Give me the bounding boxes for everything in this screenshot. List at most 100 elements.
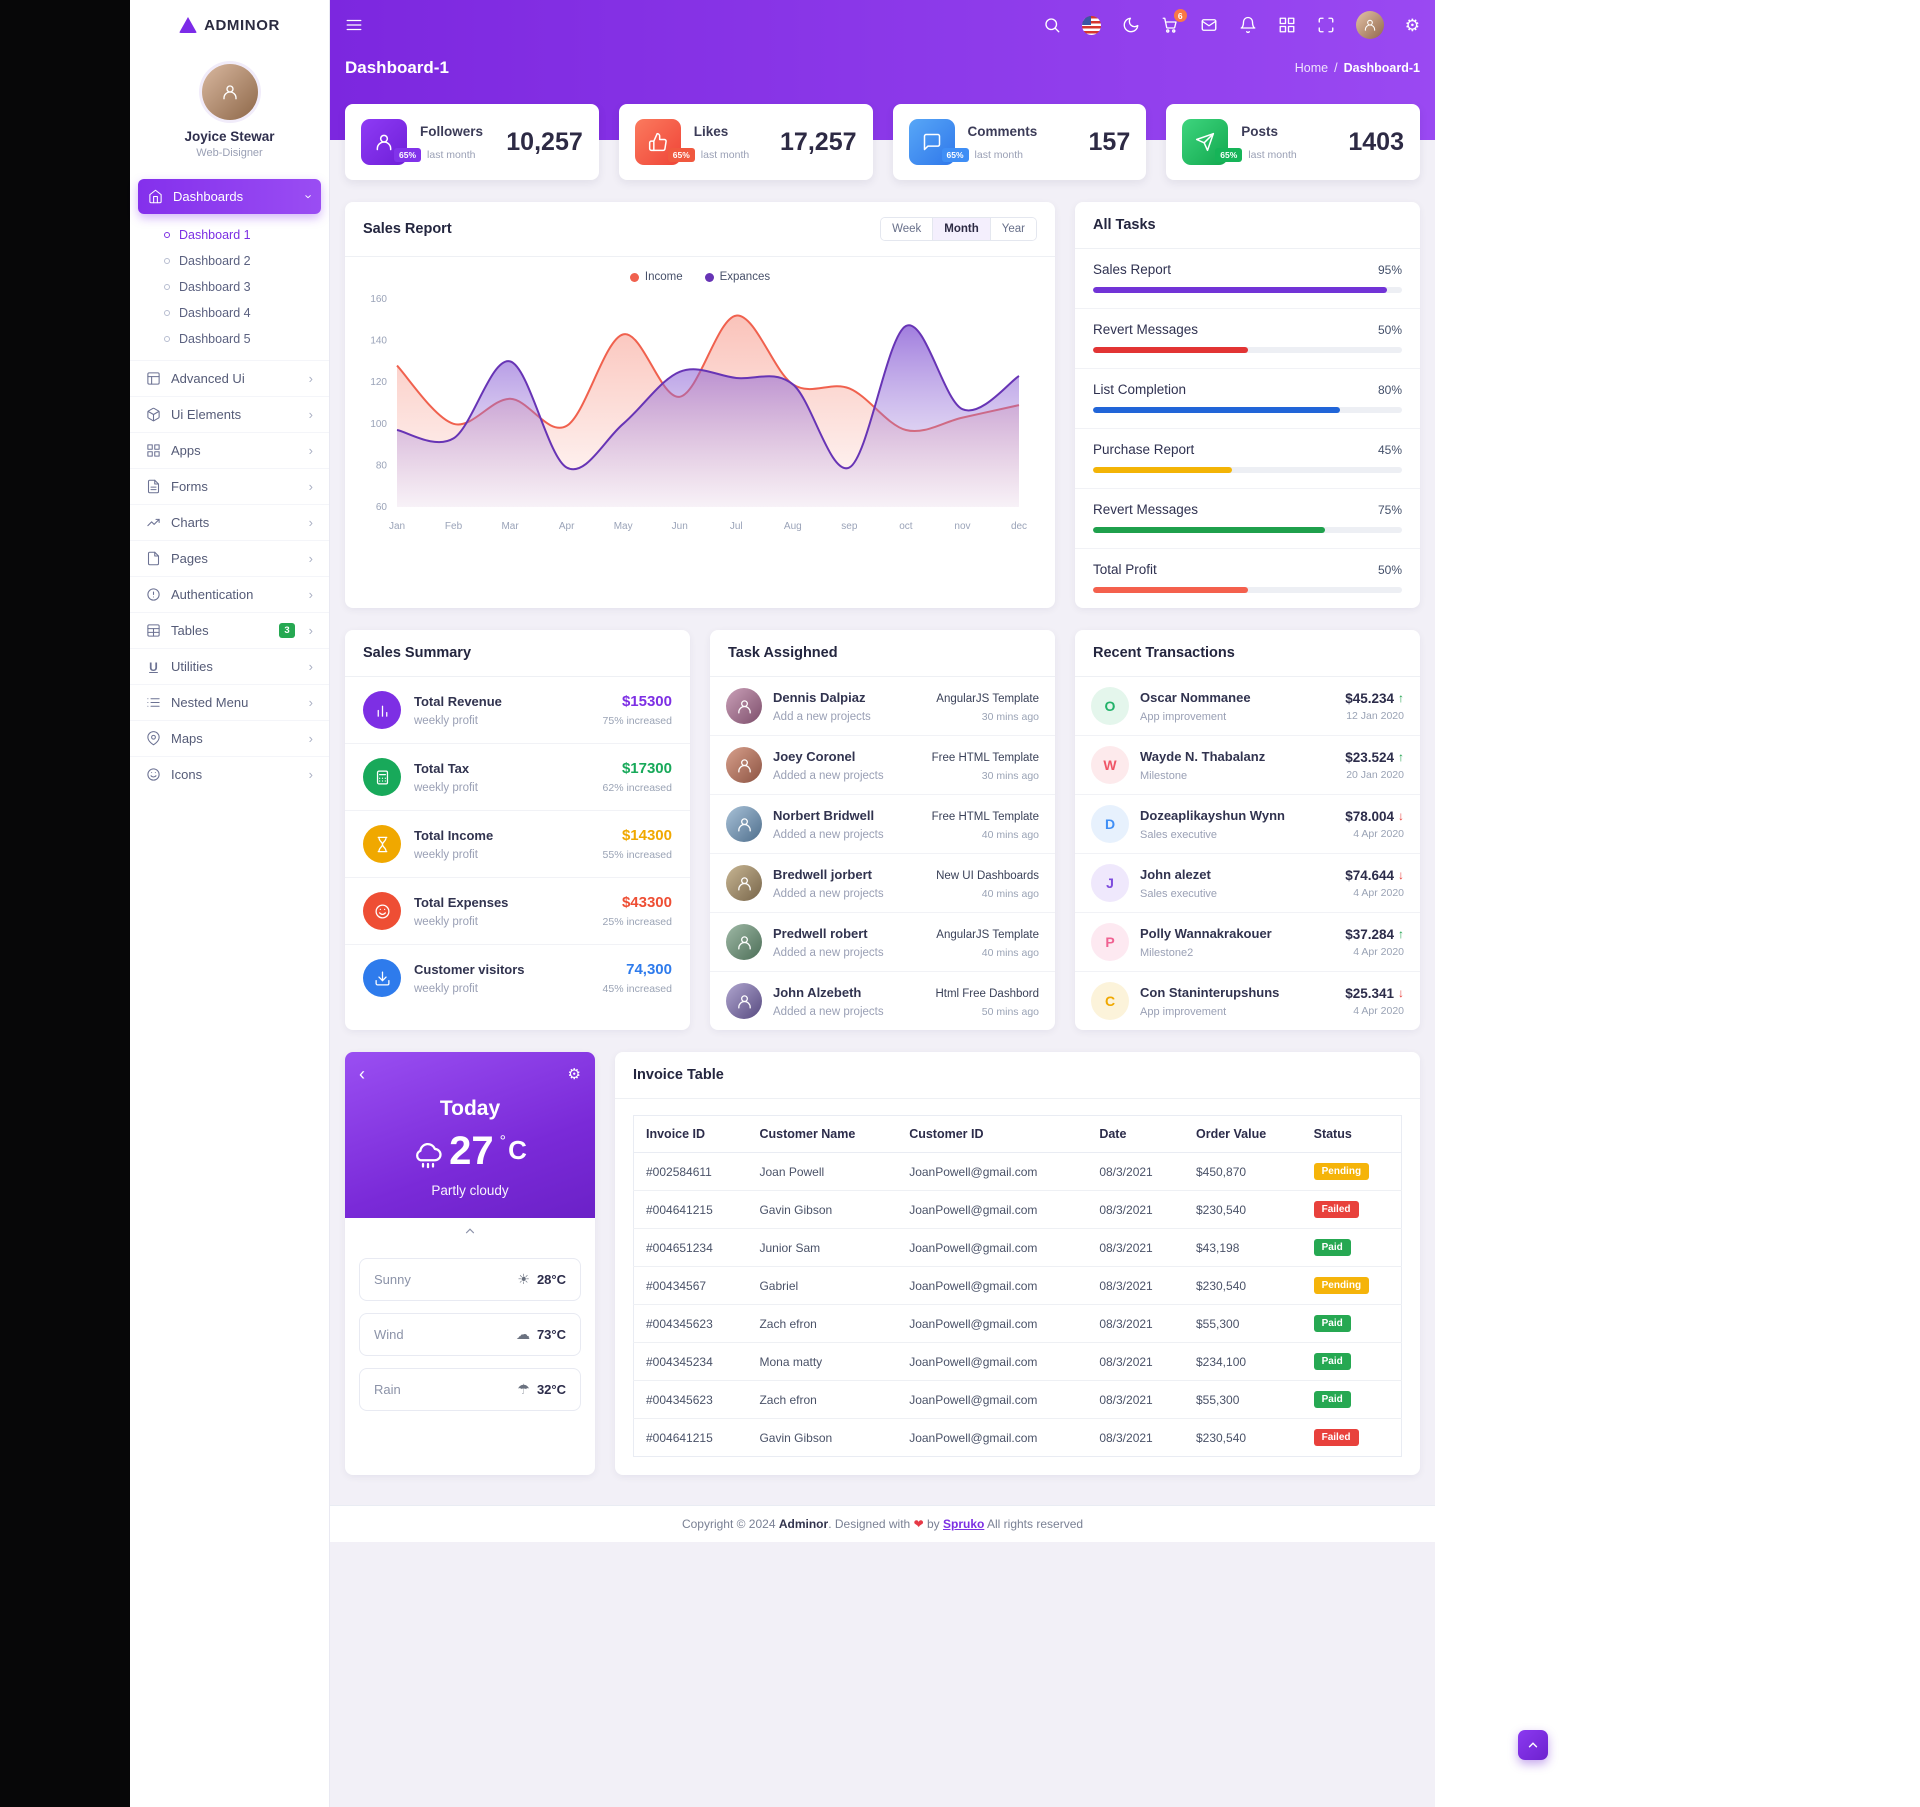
footer-brand: Adminor [778,1517,829,1531]
chevron-right-icon: › [308,515,313,530]
summary-note: 45% increased [602,983,672,995]
sidebar-item-pages[interactable]: Pages › [130,540,329,576]
summary-row: Total Expenses weekly profit $43300 25% in… [345,878,690,945]
profile-avatar[interactable] [201,64,258,120]
assigned-row: John Alzebeth Added a new projects Html F… [710,972,1055,1030]
user-avatar[interactable] [1355,11,1384,39]
status-badge: Paid [1313,1239,1351,1256]
letter-avatar: J [1091,864,1129,902]
layout-icon [147,372,160,385]
sidebar-item-utilities[interactable]: U Utilities › [130,648,329,684]
mail-icon[interactable] [1200,16,1218,34]
range-year-button[interactable]: Year [990,218,1036,240]
bullet-icon [164,232,170,238]
summary-row: Total Revenue weekly profit $15300 75% inc… [345,677,690,744]
tx-date: 4 Apr 2020 [1353,1004,1404,1017]
content: Followers 65% last month 10,257 Likes 65%… [330,104,1435,1475]
scroll-to-top-button[interactable] [1518,1730,1548,1760]
utilities-icon: U [149,659,158,674]
status-badge: Paid [1313,1353,1351,1370]
notifications-bell-icon[interactable] [1239,16,1257,34]
invoice-id: #002584611 [633,1152,748,1191]
svg-text:140: 140 [370,336,387,347]
sidebar-item-dashboards[interactable]: Dashboards › [138,179,321,214]
customer-id: JoanPowell@gmail.com [909,1430,1038,1445]
degree-symbol: ° [499,1133,507,1150]
sidebar-item-label: Ui Elements [171,407,242,422]
sidebar-item-icons[interactable]: Icons › [130,756,329,792]
range-week-button[interactable]: Week [881,218,933,240]
sidebar-item-charts[interactable]: Charts › [130,504,329,540]
settings-gear-icon[interactable]: ⚙ [1404,15,1420,35]
svg-text:Feb: Feb [445,521,463,532]
sub-item-label: Dashboard 3 [179,280,251,294]
invoice-id: #004345234 [633,1342,748,1381]
invoice-date: 08/3/2021 [1087,1380,1184,1419]
stat-card-likes: Likes 65% last month 17,257 [618,104,873,180]
status-badge: Failed [1313,1201,1359,1218]
chevron-right-icon: › [308,479,313,494]
sidebar-item-apps[interactable]: Apps › [130,432,329,468]
customer-name: Joan Powell [747,1152,898,1191]
svg-text:sep: sep [841,521,858,532]
order-value: $450,870 [1183,1152,1302,1191]
person-icon [737,876,751,891]
invoice-date: 08/3/2021 [1099,1430,1153,1445]
member-avatar [726,806,762,842]
sidebar-item-tables[interactable]: Tables 3 › [130,612,329,648]
sidebar-item-dashboard-3[interactable]: Dashboard 3 [130,274,329,300]
stat-card-comments: Comments 65% last month 157 [892,104,1147,180]
customer-name: Gabriel [747,1266,898,1305]
svg-text:Jul: Jul [730,521,743,532]
fullscreen-icon[interactable] [1317,16,1335,34]
sidebar-item-nested-menu[interactable]: Nested Menu › [130,684,329,720]
sidebar-item-maps[interactable]: Maps › [130,720,329,756]
sidebar-item-advanced-ui[interactable]: Advanced Ui › [130,360,329,396]
cart-icon[interactable]: 6 [1161,9,1187,34]
range-month-button[interactable]: Month [932,218,991,240]
tx-role: Sales executive [1140,888,1218,900]
dark-mode-moon-icon[interactable] [1122,16,1140,34]
weather-day: Today [439,1097,501,1120]
progress-track [1093,287,1402,293]
stat-percent-badge: 65% [667,147,695,162]
weather-card: ‹ ⚙ Today 27 ° C Partly cloudy Sunny [345,1052,595,1475]
prev-day-chevron-icon[interactable]: ‹ [359,1064,365,1084]
invoice-date: 08/3/2021 [1087,1342,1184,1381]
hamburger-menu-icon[interactable] [345,16,363,34]
invoice-row: #004641215 Gavin Gibson JoanPowell@gmail.c… [633,1190,1402,1229]
bar-chart-icon [363,691,401,729]
stat-period: last month [1248,148,1297,161]
sidebar-item-dashboard-2[interactable]: Dashboard 2 [130,248,329,274]
language-flag-icon[interactable] [1081,15,1101,35]
search-icon[interactable] [1043,16,1061,34]
task-percent: 50% [1377,562,1402,577]
summary-note: 55% increased [602,849,672,861]
progress-fill [1093,347,1248,353]
smile-icon [147,768,160,781]
svg-text:100: 100 [370,419,387,430]
apps-grid-icon[interactable] [1278,16,1296,34]
sidebar-item-dashboard-1[interactable]: Dashboard 1 [130,222,329,248]
breadcrumb-home-link[interactable]: Home [1294,61,1329,75]
spruko-link[interactable]: Spruko [942,1517,985,1531]
sidebar-item-forms[interactable]: Forms › [130,468,329,504]
all-tasks-card: All Tasks Sales Report 95% Revert Message… [1075,202,1420,608]
chevron-right-icon: › [308,443,313,458]
brand-logo[interactable]: ADMINOR [130,0,329,50]
sidebar-item-ui-elements[interactable]: Ui Elements › [130,396,329,432]
bullet-icon [164,258,170,264]
svg-text:Jun: Jun [672,521,688,532]
sidebar-item-dashboard-5[interactable]: Dashboard 5 [130,326,329,352]
weather-collapse-toggle[interactable] [345,1218,595,1240]
sidebar-item-dashboard-4[interactable]: Dashboard 4 [130,300,329,326]
customer-id: JoanPowell@gmail.com [897,1342,1088,1381]
sidebar-nav: Dashboards › Dashboard 1 Dashboard 2 Das… [130,179,329,812]
summary-row: Total Income weekly profit $14300 55% incr… [345,811,690,878]
status-badge: Paid [1313,1315,1351,1332]
smile-icon [363,892,401,930]
sidebar-item-label: Authentication [171,587,254,602]
weather-settings-gear-icon[interactable]: ⚙ [567,1065,581,1083]
summary-sub: weekly profit [414,983,478,995]
sidebar-item-authentication[interactable]: Authentication › [130,576,329,612]
